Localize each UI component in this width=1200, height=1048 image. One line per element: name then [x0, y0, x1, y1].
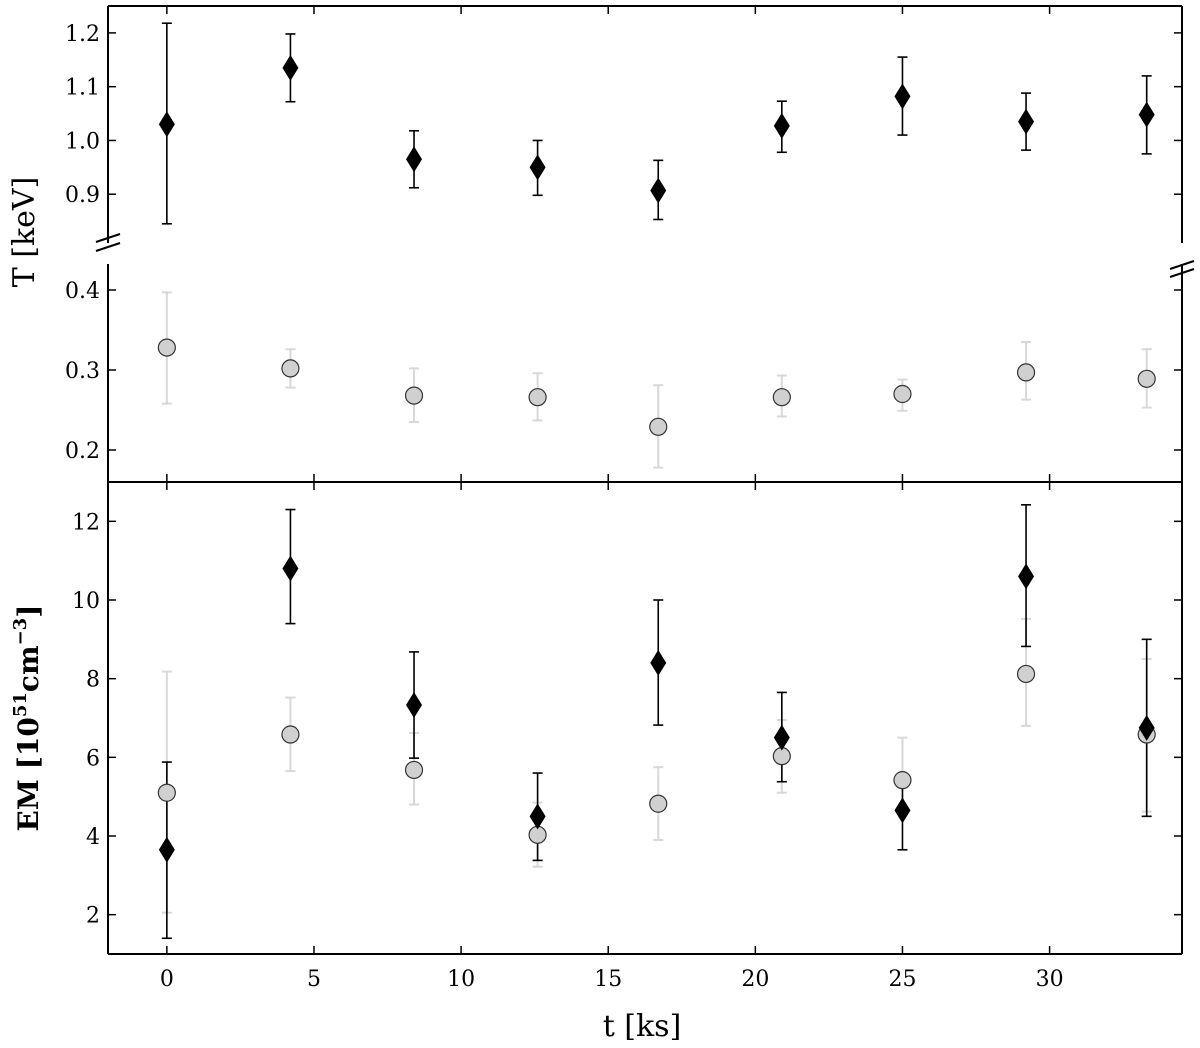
emission-measure-circle-point: [1016, 664, 1036, 684]
temperature-circle-point: [281, 359, 300, 378]
y-tick-label: 10: [72, 589, 100, 614]
axis-break-mark: [1169, 260, 1195, 270]
temperature-diamond-point: [282, 54, 299, 81]
emission-measure-diamond-point: [406, 692, 423, 719]
x-axis-label: t [ks]: [603, 1009, 682, 1044]
temperature-circle-point: [649, 417, 668, 436]
y-tick-label: 1.0: [65, 129, 100, 154]
y-tick-label: 1.1: [65, 76, 100, 101]
temperature-diamond-point: [1138, 101, 1155, 128]
y-tick-label: 0.9: [65, 183, 100, 208]
temperature-diamond-point: [1018, 108, 1035, 135]
emission-measure-circle-point: [281, 725, 300, 744]
temperature-circle-point: [1016, 363, 1036, 382]
y-tick-label: 0.2: [65, 439, 100, 464]
x-tick-label: 0: [160, 967, 174, 992]
emission-measure-circle-point: [404, 760, 424, 780]
temperature-circle-point: [1137, 369, 1156, 388]
emission-measure-diamond-point: [1138, 714, 1155, 741]
x-tick-label: 20: [741, 967, 769, 992]
x-tick-label: 5: [307, 967, 321, 992]
emission-measure-diamond-point: [529, 803, 546, 830]
emission-measure-diamond-point: [282, 555, 299, 582]
temperature-circle-point: [157, 338, 176, 357]
y-tick-label: 2: [86, 904, 100, 929]
emission-measure-diamond-point: [894, 797, 911, 824]
temperature-diamond-point: [773, 112, 790, 139]
emission-measure-diamond-point: [158, 836, 175, 863]
axis-break-mark: [1169, 268, 1195, 278]
y-tick-label: 12: [72, 510, 100, 535]
temperature-circle-point: [528, 388, 547, 407]
y-tick-label: 6: [86, 746, 100, 771]
top-y-axis-label: T [keV]: [7, 177, 42, 288]
x-tick-label: 25: [888, 967, 916, 992]
y-tick-label: 8: [86, 668, 100, 693]
temperature-circle-point: [404, 386, 424, 405]
emission-measure-diamond-point: [650, 649, 667, 676]
emission-measure-diamond-point: [773, 724, 790, 751]
emission-measure-diamond-point: [1018, 563, 1035, 590]
y-tick-label: 0.3: [65, 359, 100, 384]
temperature-diamond-point: [529, 154, 546, 181]
emission-measure-circle-point: [157, 783, 176, 802]
x-tick-label: 15: [594, 967, 622, 992]
bottom-y-axis-label: EM [1051cm−3]: [10, 605, 45, 832]
y-tick-label: 0.4: [65, 279, 100, 304]
temperature-diamond-point: [894, 83, 911, 110]
emission-measure-circle-point: [649, 794, 668, 813]
y-tick-label: 1.2: [65, 22, 100, 47]
temperature-diamond-point: [650, 177, 667, 204]
temperature-diamond-point: [406, 146, 423, 173]
temperature-diamond-point: [158, 111, 175, 138]
axis-break-mark: [95, 242, 121, 252]
x-tick-label: 10: [447, 967, 475, 992]
y-tick-label: 4: [86, 825, 100, 850]
temperature-circle-point: [772, 388, 791, 407]
temperature-circle-point: [893, 384, 912, 404]
axis-break-mark: [95, 233, 121, 243]
emission-measure-circle-point: [893, 771, 912, 790]
x-tick-label: 30: [1036, 967, 1064, 992]
